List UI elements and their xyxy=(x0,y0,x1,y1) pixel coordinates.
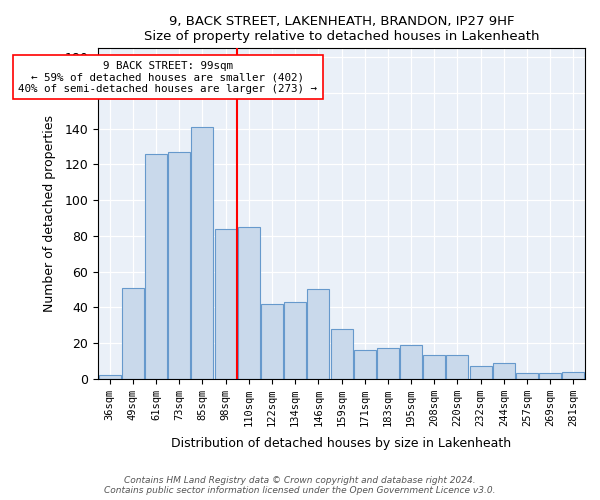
Bar xyxy=(191,127,214,378)
Bar xyxy=(307,290,329,378)
Bar xyxy=(98,375,121,378)
Bar xyxy=(238,227,260,378)
Y-axis label: Number of detached properties: Number of detached properties xyxy=(43,115,56,312)
Bar xyxy=(168,152,190,378)
Bar xyxy=(516,374,538,378)
Bar xyxy=(145,154,167,378)
X-axis label: Distribution of detached houses by size in Lakenheath: Distribution of detached houses by size … xyxy=(172,437,512,450)
Bar xyxy=(446,356,469,378)
Bar xyxy=(470,366,491,378)
Bar xyxy=(493,362,515,378)
Bar xyxy=(215,228,236,378)
Bar xyxy=(539,374,561,378)
Bar xyxy=(284,302,306,378)
Bar xyxy=(354,350,376,378)
Bar xyxy=(331,328,353,378)
Text: 9 BACK STREET: 99sqm
← 59% of detached houses are smaller (402)
40% of semi-deta: 9 BACK STREET: 99sqm ← 59% of detached h… xyxy=(18,61,317,94)
Bar xyxy=(261,304,283,378)
Bar xyxy=(423,356,445,378)
Title: 9, BACK STREET, LAKENHEATH, BRANDON, IP27 9HF
Size of property relative to detac: 9, BACK STREET, LAKENHEATH, BRANDON, IP2… xyxy=(144,15,539,43)
Bar xyxy=(400,344,422,378)
Bar xyxy=(562,372,584,378)
Bar xyxy=(122,288,144,378)
Bar xyxy=(377,348,399,378)
Text: Contains HM Land Registry data © Crown copyright and database right 2024.
Contai: Contains HM Land Registry data © Crown c… xyxy=(104,476,496,495)
